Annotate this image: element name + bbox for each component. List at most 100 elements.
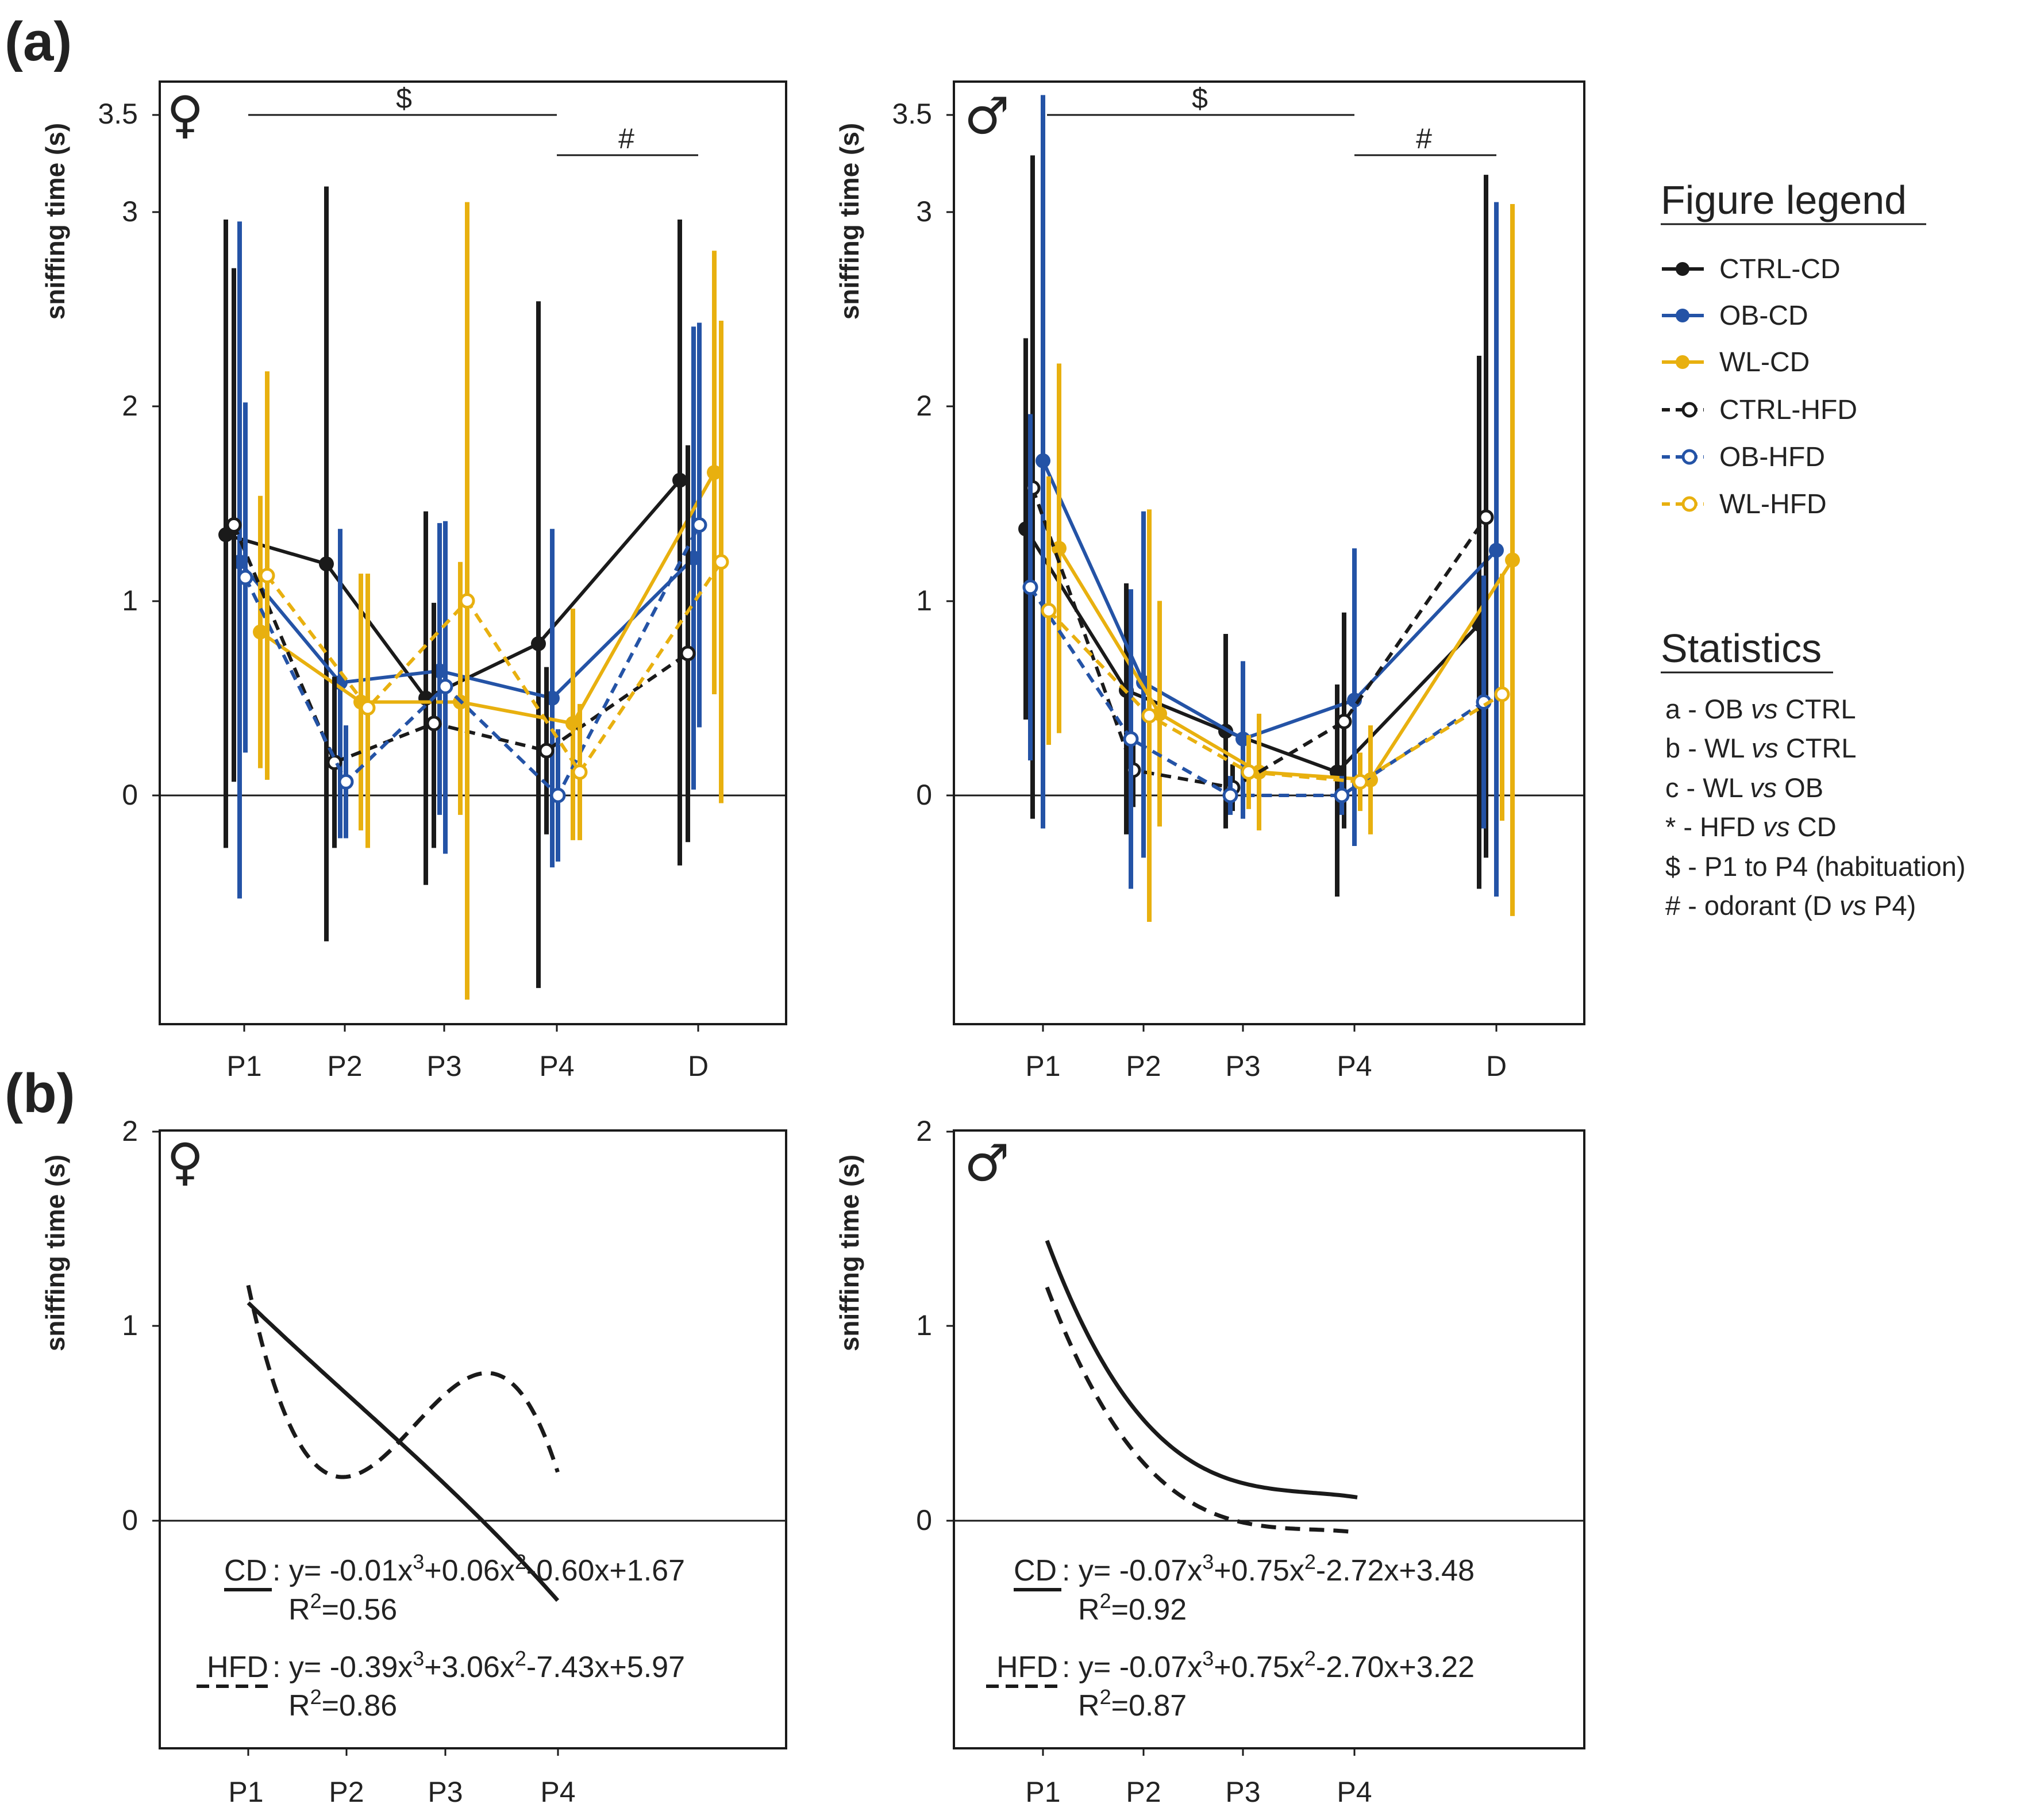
hfd-fit-curve [1045,1286,1358,1535]
y-axis-label: sniffing time (s) [834,1155,864,1351]
legend-marker [1676,309,1689,322]
data-point [550,787,566,803]
legend-entry-ctrl-cd: CTRL-CD [1662,254,1841,284]
x-tick-marks [1042,1024,1498,1032]
statistics-legend: Statistics a - OB vs CTRL b - WL vs CTRL… [1661,626,1966,921]
panel-b-female: ♀ sniffing time (s) 0 1 2 P1 P2 P3 P4 CD… [40,1115,787,1808]
hfd-equation-text: : y= -0.07x3+0.75x2-2.70x+3.22 [1062,1647,1475,1684]
y-tick-label: 1 [122,584,138,617]
series-ctrl-hfd [226,268,696,848]
odorant-significance: # [1416,122,1432,155]
panel-label-b: (b) [5,1063,75,1124]
data-point [437,678,453,694]
series-wl-cd [253,251,722,840]
data-point [1489,543,1504,558]
female-symbol: ♀ [167,85,203,144]
y-tick-label: 0 [122,779,138,811]
legend-label: OB-CD [1719,301,1808,331]
data-point [1141,707,1157,724]
panel-a-male: ♂ sniffing time (s) 0 1 2 3 3.5 P1 P2 P3… [834,80,1585,1082]
cd-equation: CD : y= -0.01x3+0.06x2-0.60x+1.67 R2=0.5… [224,1550,685,1626]
data-point [1022,579,1038,595]
y-tick-label: 1 [916,584,932,617]
male-symbol: ♂ [964,86,1010,145]
series-ctrl-cd [218,186,687,989]
legend-marker [1681,496,1697,512]
y-axis-label: sniffing time (s) [40,1155,70,1351]
x-tick-label: P1 [226,1050,261,1082]
data-point [565,716,580,731]
legend-entry-ctrl-hfd: CTRL-HFD [1662,395,1857,425]
y-axis-label: sniffing time (s) [40,123,70,320]
data-point [1336,713,1352,729]
y-tick-label: 0 [122,1504,138,1536]
cd-equation-text: : y= -0.01x3+0.06x2-0.60x+1.67 [272,1550,685,1587]
series-wl-hfd [1041,476,1510,922]
habituation-significance: $ [396,82,412,114]
series-ob-hfd [237,322,707,862]
data-point [259,567,275,583]
legend-marker [1676,355,1689,369]
y-tick-label: 2 [122,390,138,422]
series-ob-cd [232,221,701,899]
plot-frame [159,1129,787,1749]
y-tick-marks [152,1130,160,1522]
data-point [713,554,729,570]
series-wl-hfd [259,202,729,1000]
series-ob-cd [1036,95,1504,897]
figure-legend: Figure legend CTRL-CD OB-CD WL-CD CTRL-H… [1661,178,1926,520]
statistics-line: $ - P1 to P4 (habituation) [1665,851,1966,882]
hfd-key-label: HFD [996,1651,1058,1684]
data-point [672,472,687,488]
cd-equation: CD : y= -0.07x3+0.75x2-2.72x+3.48 R2=0.9… [1014,1550,1475,1626]
data-point [338,774,354,790]
legend-label: WL-HFD [1719,489,1827,520]
legend-title: Figure legend [1661,178,1907,222]
x-tick-label: P3 [426,1050,461,1082]
data-point [572,764,588,780]
data-point [1352,774,1368,790]
y-tick-label: 3.5 [98,98,138,130]
x-tick-label: P4 [1337,1776,1372,1808]
data-point [253,624,268,640]
y-tick-label: 3 [916,195,932,228]
y-tick-label: 2 [122,1115,138,1147]
hfd-key-label: HFD [207,1651,268,1684]
statistics-line: c - WL vs OB [1665,772,1823,803]
plot-frame [953,80,1585,1025]
x-tick-label: P3 [1225,1776,1260,1808]
legend-label: CTRL-HFD [1719,395,1857,425]
legend-marker [1681,449,1697,465]
series-layer [218,186,729,1000]
legend-entry-ob-cd: OB-CD [1662,301,1808,331]
y-tick-label: 3.5 [892,98,932,130]
statistics-line: b - WL vs CTRL [1665,733,1857,763]
data-point [1041,602,1057,618]
x-tick-label: D [1486,1050,1507,1082]
data-point [226,517,242,533]
cd-key-label: CD [224,1554,267,1587]
y-tick-marks [946,114,954,797]
series-ob-hfd [1022,414,1492,889]
y-tick-label: 3 [122,195,138,228]
data-point [459,593,475,609]
legend-label: OB-HFD [1719,442,1825,472]
legend-label: WL-CD [1719,347,1810,378]
hfd-equation: HFD : y= -0.39x3+3.06x2-7.43x+5.97 R2=0.… [197,1647,685,1722]
panel-b-male: ♂ sniffing time (s) 0 1 2 P1 P2 P3 P4 CD… [834,1115,1585,1808]
cd-fit-curve [1045,1240,1358,1499]
x-tick-label: P3 [428,1776,463,1808]
y-tick-label: 2 [916,1115,932,1147]
x-tick-label: P1 [1025,1050,1060,1082]
cd-fit-curve [247,1301,560,1602]
cd-r-squared: R2=0.56 [288,1589,397,1626]
data-point [1052,541,1067,556]
y-axis-label: sniffing time (s) [834,123,864,320]
x-tick-label: P1 [228,1776,263,1808]
series-wl-cd [1052,203,1520,916]
x-tick-marks [1042,1748,1356,1756]
data-point [1505,552,1520,568]
series-layer [1018,95,1520,922]
x-tick-label: P4 [540,1776,575,1808]
data-point [1334,787,1350,803]
